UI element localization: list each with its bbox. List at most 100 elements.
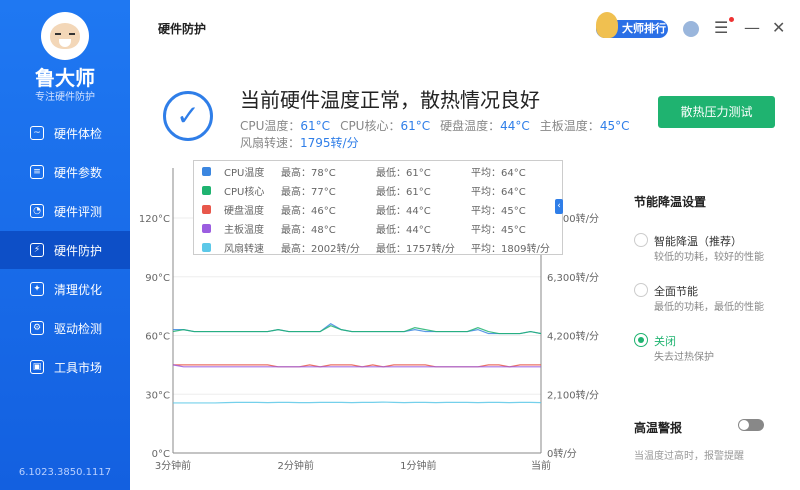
- x-tick: 2分钟前: [277, 459, 313, 472]
- sidebar-item-label: 工具市场: [54, 360, 103, 375]
- temp-value: 61°C: [400, 119, 431, 133]
- temp-value: 45°C: [599, 119, 630, 133]
- y-left-tick: 0°C: [152, 449, 170, 460]
- legend-name: CPU核心: [224, 186, 265, 198]
- legend-row: 硬盘温度 最高：46°C 最低：44°C 平均：45°C: [194, 200, 562, 218]
- sidebar-item-0[interactable]: ~ 硬件体检: [0, 114, 130, 152]
- option-desc: 最低的功耗，最低的性能: [654, 302, 764, 313]
- temp-label: CPU温度：: [240, 119, 301, 133]
- sidebar-item-label: 驱动检测: [54, 321, 103, 336]
- legend-min: 最低：44°C: [376, 224, 431, 236]
- broom-icon: ✦: [30, 282, 44, 296]
- option-label: 智能降温（推荐）: [654, 235, 742, 248]
- gauge-icon: ◔: [30, 204, 44, 218]
- sidebar-item-3[interactable]: ⚡ 硬件防护: [0, 231, 130, 269]
- y-left-tick: 30°C: [145, 390, 170, 401]
- user-avatar-icon[interactable]: [683, 21, 699, 37]
- sidebar-item-label: 清理优化: [54, 282, 103, 297]
- status-headline: 当前硬件温度正常，散热情况良好: [240, 88, 540, 112]
- radio-button[interactable]: [634, 333, 648, 347]
- rank-label: 大师排行: [622, 22, 666, 35]
- legend-swatch: [202, 185, 211, 195]
- y-right-tick: 6,300转/分: [547, 271, 599, 284]
- brand-name: 鲁大师: [35, 66, 95, 90]
- sidebar: 鲁大师 专注硬件防护 ~ 硬件体检 ≡ 硬件参数 ◔ 硬件评测 ⚡ 硬件防护 ✦ 清理优化 ⚙ 驱动检…: [0, 0, 130, 490]
- collapse-legend-button[interactable]: ‹: [555, 199, 563, 214]
- legend-max: 最高：77°C: [281, 186, 336, 198]
- notification-dot: [729, 17, 734, 22]
- temp-value: 44°C: [500, 119, 530, 133]
- option-desc: 失去过热保护: [654, 352, 714, 363]
- legend-name: CPU温度: [224, 167, 265, 179]
- temp-label: 主板温度：: [539, 119, 600, 133]
- legend-row: 主板温度 最高：48°C 最低：44°C 平均：45°C: [194, 219, 562, 237]
- chart-legend: CPU温度 最高：78°C 最低：61°C 平均：64°C CPU核心 最高：77°C 最低…: [193, 160, 563, 255]
- legend-swatch: [202, 223, 211, 233]
- shield-icon: ⚡: [30, 243, 44, 257]
- sidebar-item-label: 硬件体检: [54, 126, 103, 141]
- legend-swatch: [202, 242, 211, 252]
- y-left-tick: 60°C: [145, 332, 170, 343]
- legend-name: 主板温度: [224, 224, 264, 236]
- mascot-icon: [50, 23, 80, 49]
- x-tick: 当前: [531, 459, 551, 472]
- y-right-tick: 2,100转/分: [547, 388, 599, 401]
- sidebar-item-5[interactable]: ⚙ 驱动检测: [0, 309, 130, 347]
- y-left-tick: 90°C: [145, 273, 170, 284]
- legend-avg: 平均：64°C: [471, 167, 526, 179]
- series-line-1: [172, 325, 542, 335]
- y-right-tick: 4,200转/分: [547, 330, 599, 343]
- page-title: 硬件防护: [158, 22, 207, 36]
- radio-button[interactable]: [634, 283, 648, 297]
- legend-avg: 平均：45°C: [471, 224, 526, 236]
- rank-button[interactable]: 大师排行: [596, 12, 668, 38]
- fan-label: 风扇转速：: [240, 136, 301, 150]
- legend-max: 最高：48°C: [281, 224, 336, 236]
- settings-title: 节能降温设置: [634, 195, 707, 209]
- logo: [41, 12, 89, 60]
- sidebar-item-label: 硬件参数: [54, 165, 103, 180]
- trophy-icon: [596, 12, 618, 38]
- fan-summary: 风扇转速：1795转/分: [240, 134, 359, 151]
- option-label: 全面节能: [654, 285, 698, 298]
- radio-button[interactable]: [634, 233, 648, 247]
- legend-avg: 平均：45°C: [471, 205, 526, 217]
- legend-min: 最低：61°C: [376, 167, 431, 179]
- temp-label: CPU核心：: [340, 119, 401, 133]
- sidebar-item-label: 硬件评测: [54, 204, 103, 219]
- legend-name: 风扇转速: [224, 243, 264, 255]
- fan-value: 1795转/分: [300, 136, 359, 150]
- legend-swatch: [202, 204, 211, 214]
- legend-name: 硬盘温度: [224, 205, 264, 217]
- monitor-icon: ~: [30, 126, 44, 140]
- sidebar-item-label: 硬件防护: [54, 243, 103, 258]
- alarm-toggle[interactable]: [738, 419, 764, 431]
- temp-label: 硬盘温度：: [440, 119, 501, 133]
- legend-min: 最低：61°C: [376, 186, 431, 198]
- sidebar-item-4[interactable]: ✦ 清理优化: [0, 270, 130, 308]
- x-tick: 1分钟前: [400, 459, 436, 472]
- check-icon: ✓: [163, 91, 213, 141]
- series-line-3: [172, 364, 541, 368]
- y-left-tick: 120°C: [139, 214, 170, 225]
- sidebar-item-2[interactable]: ◔ 硬件评测: [0, 192, 130, 230]
- legend-swatch: [202, 166, 211, 176]
- menu-icon[interactable]: ☰: [714, 18, 729, 37]
- sidebar-item-6[interactable]: ▣ 工具市场: [0, 348, 130, 386]
- toolbox-icon: ▣: [30, 360, 44, 374]
- legend-max: 最高：2002转/分: [281, 243, 360, 255]
- stress-test-button[interactable]: 散热压力测试: [658, 96, 775, 128]
- close-icon[interactable]: ✕: [772, 18, 786, 37]
- temp-value: 61°C: [300, 119, 331, 133]
- series-line-4: [173, 401, 542, 404]
- legend-min: 最低：1757转/分: [376, 243, 455, 255]
- legend-row: 风扇转速 最高：2002转/分 最低：1757转/分 平均：1809转/分: [194, 238, 562, 256]
- minimize-icon[interactable]: —: [744, 18, 760, 37]
- list-icon: ≡: [30, 165, 44, 179]
- option-label: 关闭: [654, 335, 676, 348]
- x-tick: 3分钟前: [155, 459, 191, 472]
- alarm-hint: 当温度过高时，报警提醒: [634, 451, 744, 462]
- version: 6.1023.3850.1117: [18, 467, 112, 478]
- sidebar-item-1[interactable]: ≡ 硬件参数: [0, 153, 130, 191]
- alarm-title: 高温警报: [634, 421, 683, 435]
